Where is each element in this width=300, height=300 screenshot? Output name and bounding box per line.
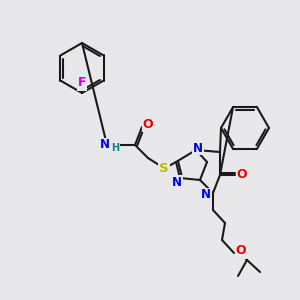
Text: N: N bbox=[201, 188, 211, 202]
Text: N: N bbox=[100, 139, 110, 152]
Text: O: O bbox=[236, 244, 246, 257]
Text: F: F bbox=[78, 76, 86, 89]
Text: S: S bbox=[159, 161, 169, 175]
Text: O: O bbox=[237, 169, 247, 182]
Text: H: H bbox=[111, 143, 119, 153]
Text: O: O bbox=[143, 118, 153, 130]
Text: N: N bbox=[193, 142, 203, 154]
Text: N: N bbox=[172, 176, 182, 188]
